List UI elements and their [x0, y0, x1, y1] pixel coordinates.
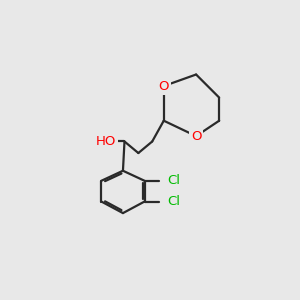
- Text: HO: HO: [96, 135, 116, 148]
- Text: O: O: [191, 130, 201, 142]
- Text: Cl: Cl: [167, 195, 180, 208]
- Text: O: O: [158, 80, 169, 92]
- Text: Cl: Cl: [167, 174, 180, 187]
